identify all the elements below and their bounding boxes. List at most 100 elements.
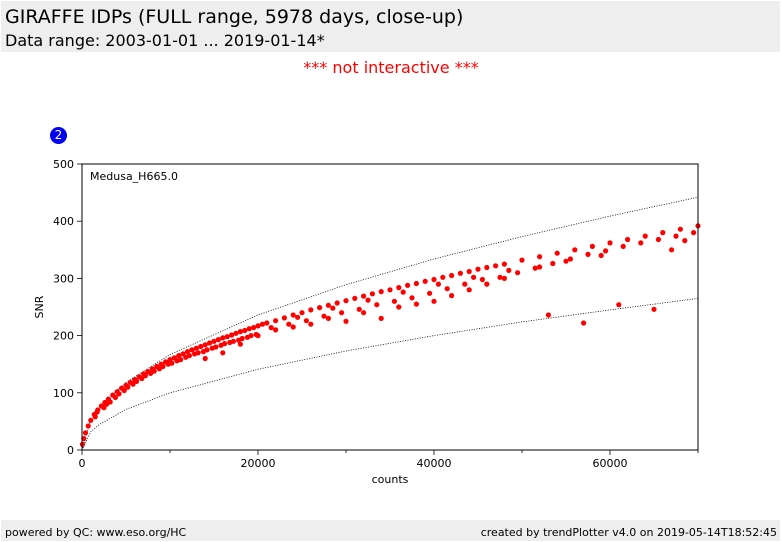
y-tick-label: 400 <box>53 215 74 228</box>
data-point <box>192 351 198 357</box>
data-point <box>85 423 91 429</box>
envelope-curves <box>81 196 699 451</box>
data-point <box>501 261 507 267</box>
data-point <box>598 252 604 259</box>
data-point <box>317 305 323 311</box>
data-point <box>246 326 252 332</box>
data-point <box>88 417 94 423</box>
data-point <box>290 324 296 330</box>
data-point <box>165 361 171 367</box>
data-point <box>585 251 591 257</box>
data-point <box>268 325 274 331</box>
data-point <box>236 337 242 343</box>
data-point <box>545 312 552 318</box>
data-point <box>484 281 490 287</box>
data-point <box>515 270 521 276</box>
y-tick-label: 300 <box>53 272 74 285</box>
data-range-subtitle: Data range: 2003-01-01 ... 2019-01-14* <box>5 31 325 50</box>
data-point <box>148 370 154 376</box>
data-point <box>130 381 136 387</box>
data-point <box>387 287 393 293</box>
data-point <box>471 274 477 280</box>
data-point <box>94 409 100 415</box>
data-point <box>281 315 287 321</box>
data-point <box>308 307 314 313</box>
data-point <box>295 314 301 320</box>
data-point <box>330 305 336 311</box>
data-point <box>413 301 419 307</box>
page-footer: powered by QC: www.eso.org/HC created by… <box>1 520 780 541</box>
x-axis-label: counts <box>372 473 409 486</box>
data-point <box>589 243 596 249</box>
data-point <box>466 268 472 275</box>
not-interactive-notice: *** not interactive *** <box>303 58 479 77</box>
data-point <box>198 343 204 350</box>
data-point <box>497 274 503 280</box>
data-point <box>400 289 406 295</box>
data-point <box>334 300 340 306</box>
data-point <box>361 293 367 299</box>
data-point <box>479 276 485 283</box>
data-point <box>620 243 626 249</box>
data-point <box>183 354 189 360</box>
plot-number-badge: 2 <box>50 127 67 144</box>
data-point <box>369 291 375 297</box>
data-point <box>396 304 402 310</box>
data-point <box>237 341 243 347</box>
data-point <box>273 327 279 333</box>
data-point <box>299 310 305 316</box>
data-point <box>638 240 644 246</box>
data-point <box>365 297 371 303</box>
x-tick-label: 0 <box>79 457 86 470</box>
y-tick-label: 200 <box>53 330 74 343</box>
data-point <box>237 329 243 335</box>
data-point <box>405 282 411 288</box>
y-axis-label: SNR <box>33 295 46 318</box>
data-point <box>224 334 230 340</box>
data-point <box>308 321 314 327</box>
footer-powered-by: powered by QC: www.eso.org/HC <box>5 526 187 539</box>
data-point <box>682 238 688 244</box>
data-point <box>244 334 250 340</box>
data-point <box>255 323 261 329</box>
data-point <box>202 355 208 362</box>
data-point <box>82 430 89 436</box>
data-point <box>339 310 345 316</box>
data-point <box>466 287 472 293</box>
data-point <box>475 266 481 272</box>
data-point <box>378 289 384 295</box>
data-point <box>343 298 349 304</box>
data-point <box>176 353 182 359</box>
y-tick-label: 500 <box>53 158 74 171</box>
data-point <box>207 340 213 346</box>
data-point <box>273 318 279 324</box>
data-point <box>220 335 226 341</box>
data-point <box>537 254 543 260</box>
data-point <box>440 274 446 280</box>
data-point <box>290 312 296 318</box>
series-annotation: Medusa_H665.0 <box>90 170 178 183</box>
data-point <box>125 384 131 390</box>
data-point <box>554 250 560 256</box>
data-point <box>449 272 455 279</box>
data-point <box>202 342 208 348</box>
data-point <box>286 321 292 327</box>
data-point <box>374 302 380 308</box>
data-point <box>215 337 221 343</box>
data-point <box>361 310 367 316</box>
data-point <box>303 318 309 324</box>
data-point <box>501 275 507 281</box>
data-point <box>625 236 631 243</box>
data-point <box>209 345 215 351</box>
data-point <box>396 285 402 291</box>
x-axis-ticks: 0 20000 40000 60000 <box>79 450 699 470</box>
data-point <box>444 286 450 292</box>
plot-frame <box>81 163 699 451</box>
data-point <box>121 387 127 394</box>
data-point <box>259 321 265 327</box>
data-point <box>532 265 538 271</box>
data-point <box>413 280 419 287</box>
data-point <box>422 278 428 284</box>
data-point <box>484 264 490 271</box>
y-tick-label: 100 <box>53 387 74 400</box>
